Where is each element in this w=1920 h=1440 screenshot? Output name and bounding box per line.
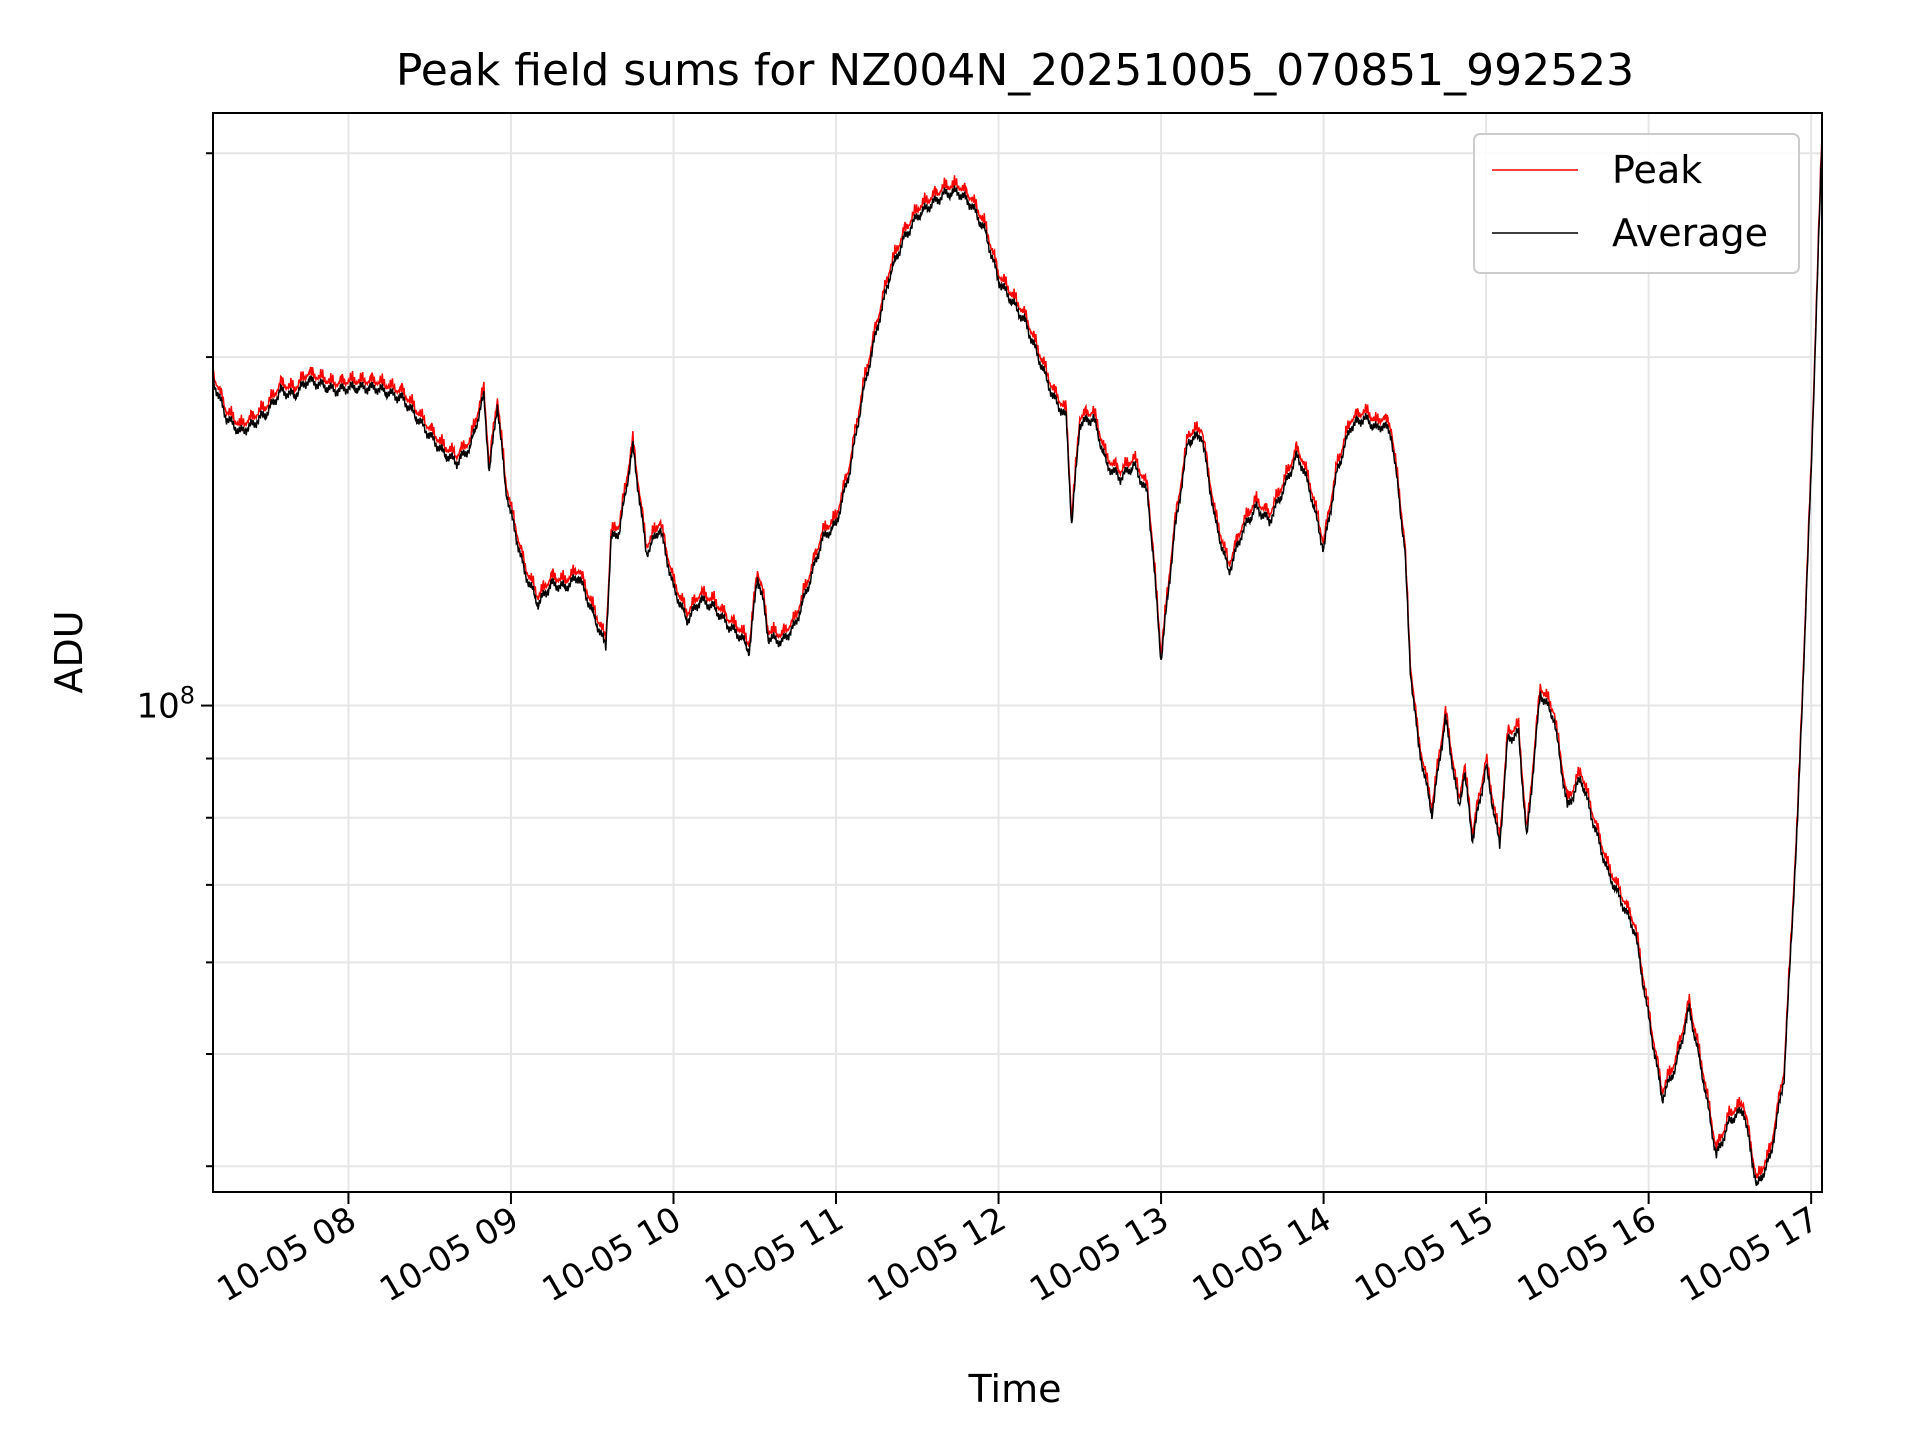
plot-area	[213, 135, 1822, 1186]
legend-label-average: Average	[1612, 211, 1768, 255]
legend-box	[1473, 133, 1800, 274]
y-tick-base: 10	[136, 687, 179, 727]
legend: Peak Average	[1473, 133, 1800, 274]
y-tick-exponent: 8	[180, 682, 195, 710]
series-line-average	[213, 142, 1822, 1186]
y-axis-ticks: 108	[136, 152, 213, 1168]
y-tick-label: 108	[136, 682, 195, 727]
series-line-peak	[213, 135, 1822, 1179]
x-axis-label: Time	[968, 1367, 1062, 1411]
legend-label-peak: Peak	[1612, 148, 1702, 192]
axes-frame	[212, 112, 1823, 1193]
y-axis-label: ADU	[47, 610, 91, 693]
chart-title: Peak field sums for NZ004N_20251005_0708…	[396, 45, 1634, 96]
